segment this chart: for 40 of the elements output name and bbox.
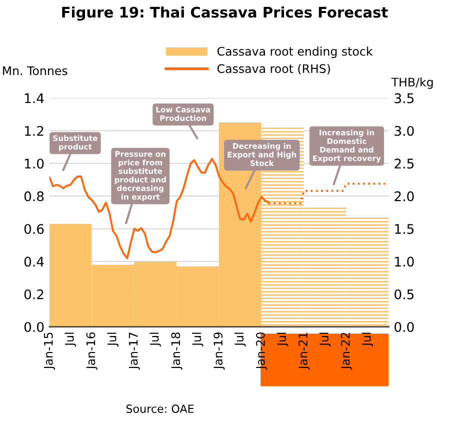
y-tick-label: 0.0 [24,322,44,332]
y-tick-label: 1.4 [24,93,44,104]
y-tick-label: 0.2 [24,289,44,300]
x-tick-label: Jan-22 [340,332,352,370]
y2-tick-label: 0.5 [394,289,414,300]
x-tick-label: Jul [192,332,204,347]
y-axis-title: Mn. Tonnes [3,66,68,76]
y2-axis-title: THB/kg [391,77,433,89]
y2-tick-label: 3.5 [394,93,414,104]
y-tick-label: 0.6 [24,224,44,234]
x-tick-label: Jul [362,332,374,347]
x-tick-label: Jan-19 [214,332,225,370]
x-tick-label: Jul [234,332,246,347]
y2-tick-label: 1.5 [395,224,414,234]
x-tick-label: Jan-18 [171,332,182,370]
legend-label: Cassava root (RHS) [217,64,330,74]
legend-label: Cassava root ending stock [217,46,373,58]
chart-title: Figure 19: Thai Cassava Prices Forecast [62,6,388,21]
x-tick-label: Jul [319,332,331,347]
y2-tick-label: 1.0 [395,256,414,267]
bar [304,208,346,327]
x-tick-label: Jan-16 [86,332,98,370]
y2-tick-label: 3.0 [394,126,414,136]
x-tick-label: Jan-15 [44,332,56,370]
x-tick-label: Jan-17 [128,332,140,370]
source-note: Source: OAE [126,404,194,413]
x-tick-label: Jul [276,332,288,347]
y2-tick-label: 2.0 [394,191,414,202]
x-tick-label: Jan-20 [256,332,268,370]
x-tick-label: Jul [107,332,119,347]
y-tick-label: 1.2 [24,126,44,136]
y-tick-label: 0.4 [24,256,44,267]
y2-tick-label: 2.5 [394,158,414,169]
y-tick-label: 1.0 [24,158,44,169]
y-tick-label: 0.8 [24,191,44,202]
y2-tick-label: 0.0 [394,322,414,332]
x-tick-label: Jul [64,332,76,347]
x-tick-label: Jul [150,332,161,347]
bar [346,216,389,327]
x-tick-label: Jan-21 [298,332,310,370]
